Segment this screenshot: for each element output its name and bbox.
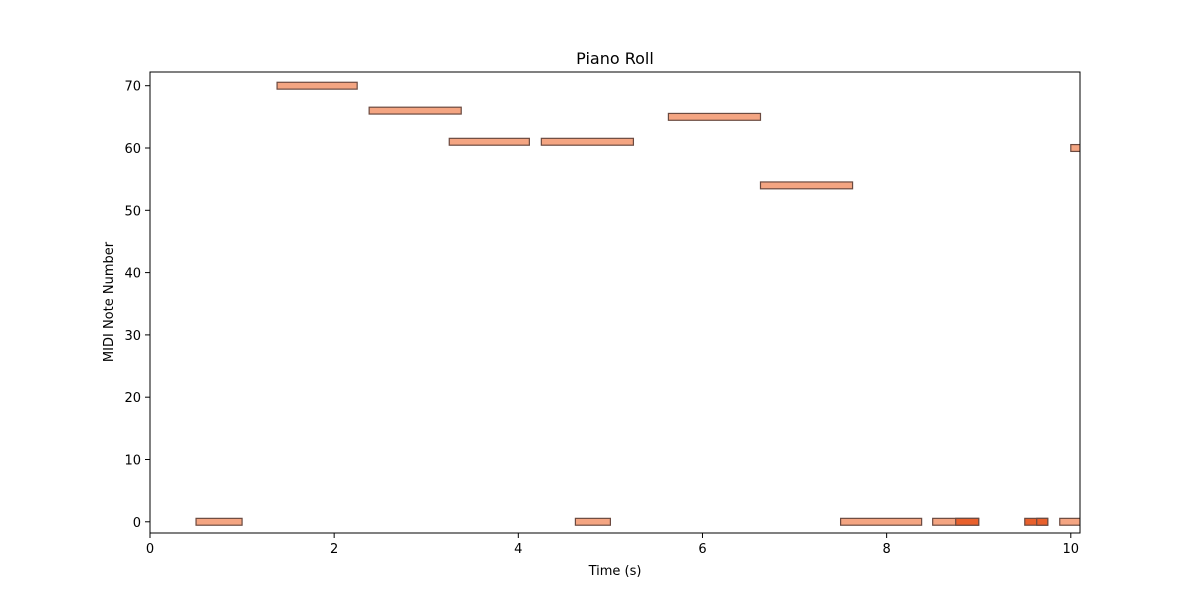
y-tick-label: 0 [133,516,141,531]
x-tick-label: 4 [514,542,522,557]
y-tick-label: 70 [124,80,141,95]
y-tick-label: 50 [124,204,141,219]
note-7 [759,181,854,190]
y-tick-label: 10 [124,453,141,468]
y-tick-label: 20 [124,391,141,406]
x-tick-label: 10 [1063,542,1080,557]
note-4 [540,137,635,146]
y-tick-label: 40 [124,267,141,282]
note-8 [839,517,923,526]
note-3 [448,137,530,146]
y-axis: 0 10 20 30 40 50 60 70 [124,80,150,531]
x-tick-label: 0 [146,542,154,557]
x-axis-title: Time (s) [588,564,642,579]
note-2 [368,106,462,115]
note-0 [195,517,243,526]
note-14 [1070,143,1080,153]
x-tick-label: 2 [330,542,338,557]
y-tick-label: 30 [124,329,141,344]
x-tick-label: 8 [882,542,890,557]
note-10 [955,517,980,526]
y-axis-title: MIDI Note Number [102,241,117,362]
note-13 [1059,517,1080,526]
note-6 [667,112,762,121]
notes-layer [195,81,1080,526]
plot-frame [149,71,1081,534]
x-tick-label: 6 [698,542,706,557]
y-tick-label: 60 [124,142,141,157]
note-1 [276,81,358,90]
x-axis: 0 2 4 6 8 10 [146,533,1079,557]
chart-title: Piano Roll [576,49,654,68]
note-12 [1036,517,1049,526]
note-5 [574,517,611,526]
